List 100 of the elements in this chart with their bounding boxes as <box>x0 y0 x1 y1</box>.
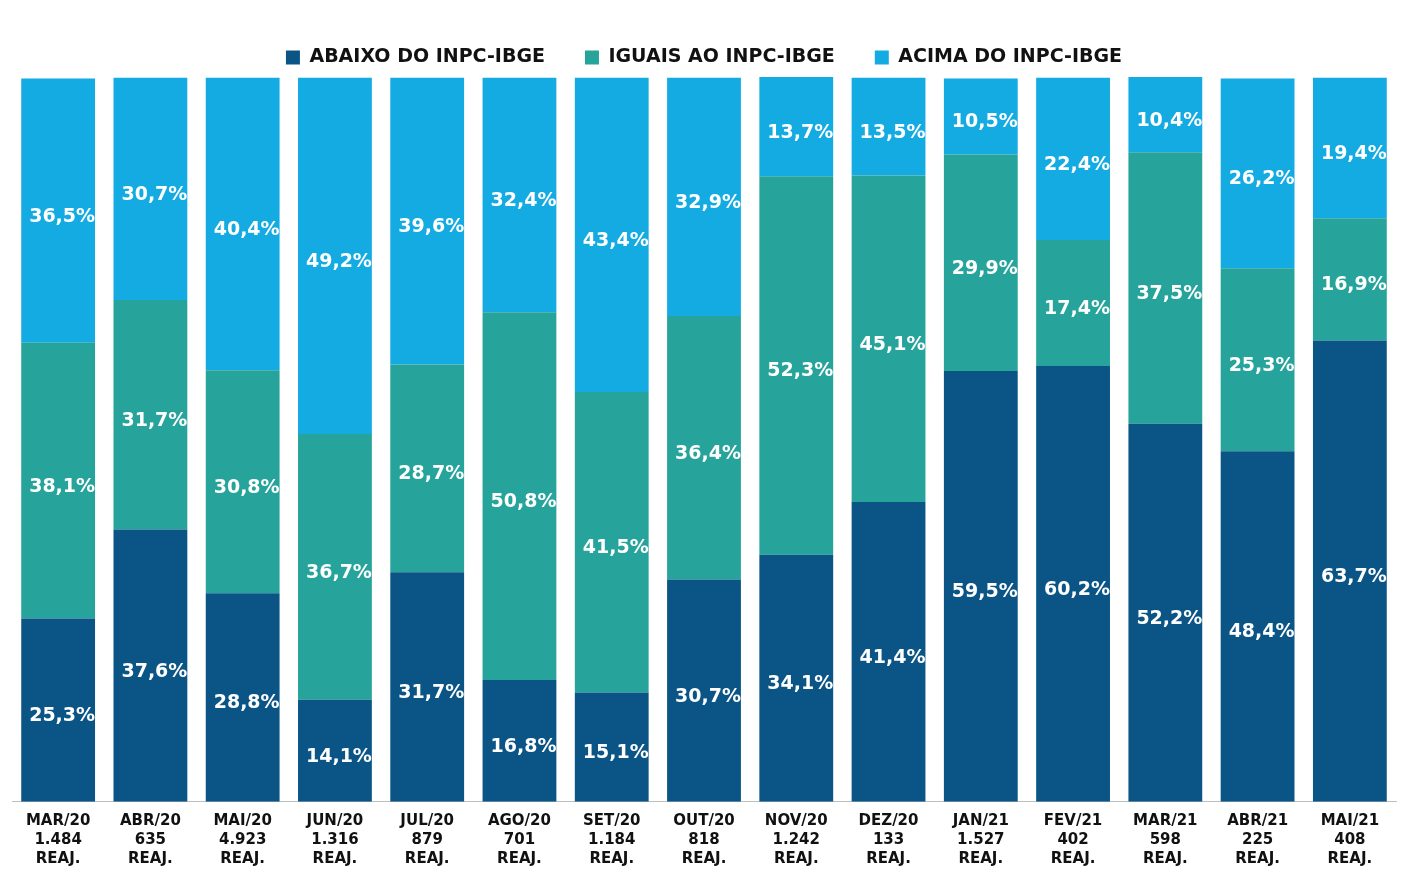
legend-label: ACIMA DO INPC-IBGE <box>898 44 1123 67</box>
bar <box>851 502 926 802</box>
bar <box>205 593 280 802</box>
bar <box>390 77 465 365</box>
x-tick-label: JUN/20 1.316 REAJ. <box>305 811 364 867</box>
bar <box>21 618 96 802</box>
data-label: 43,4% <box>582 227 649 250</box>
bar <box>759 77 834 177</box>
data-label: 14,1% <box>305 743 372 766</box>
x-tick-label: MAI/21 408 REAJ. <box>1320 811 1380 867</box>
bar <box>390 572 465 802</box>
bar <box>759 554 834 802</box>
bar <box>1128 423 1203 802</box>
data-label: 40,4% <box>213 216 280 239</box>
bar <box>1312 340 1387 802</box>
data-label: 26,2% <box>1228 166 1295 189</box>
data-label: 37,6% <box>121 658 188 681</box>
bar <box>574 391 649 693</box>
data-label: 30,7% <box>675 683 741 706</box>
data-label: 63,7% <box>1320 564 1387 587</box>
x-tick-label: FEV/21 402 REAJ. <box>1043 811 1103 867</box>
bar <box>574 692 649 802</box>
bar <box>1220 268 1295 452</box>
bar <box>943 78 1018 155</box>
data-label: 10,4% <box>1136 107 1203 130</box>
bar <box>574 77 649 392</box>
data-label: 31,7% <box>398 679 465 702</box>
bar <box>1220 78 1295 269</box>
bar <box>1220 451 1295 802</box>
data-label: 16,9% <box>1320 272 1387 295</box>
x-tick-label: ABR/20 635 REAJ. <box>119 811 181 867</box>
x-tick-label: ABR/21 225 REAJ. <box>1227 811 1289 867</box>
data-label: 31,7% <box>121 407 188 430</box>
data-label: 48,4% <box>1228 619 1295 642</box>
bar <box>298 699 372 802</box>
bar <box>298 433 372 700</box>
data-label: 59,5% <box>951 579 1018 602</box>
data-label: 22,4% <box>1044 151 1111 174</box>
bar <box>1312 218 1387 341</box>
bar <box>851 175 926 502</box>
x-tick-label: DEZ/20 133 REAJ. <box>858 811 919 867</box>
bar <box>667 579 741 802</box>
data-label: 29,9% <box>951 255 1018 278</box>
data-label: 28,8% <box>213 690 280 713</box>
data-label: 13,7% <box>767 119 834 142</box>
bar <box>113 300 188 530</box>
data-label: 37,5% <box>1136 280 1203 303</box>
data-label: 25,3% <box>29 703 96 726</box>
bar <box>1312 77 1387 219</box>
legend-label: IGUAIS AO INPC-IBGE <box>608 44 835 67</box>
bar <box>667 315 741 580</box>
data-label: 25,3% <box>1228 352 1295 375</box>
x-tick-label: SET/20 1.184 REAJ. <box>582 811 641 867</box>
data-label: 52,2% <box>1136 605 1203 628</box>
data-label: 41,5% <box>582 535 649 558</box>
data-label: 49,2% <box>305 248 372 271</box>
x-tick-label: OUT/20 818 REAJ. <box>673 811 735 867</box>
data-label: 32,4% <box>490 187 557 210</box>
bar <box>1128 152 1203 424</box>
bar <box>113 529 188 802</box>
data-label: 28,7% <box>398 461 465 484</box>
bar <box>390 364 465 573</box>
data-label: 60,2% <box>1044 576 1111 599</box>
legend-label: ABAIXO DO INPC-IBGE <box>309 44 545 67</box>
bar <box>482 680 557 802</box>
x-tick-label: AGO/20 701 REAJ. <box>487 811 551 867</box>
bar <box>482 77 557 313</box>
bar <box>759 176 834 555</box>
data-label: 38,1% <box>29 473 96 496</box>
bar <box>943 154 1018 371</box>
data-label: 45,1% <box>859 331 926 354</box>
data-label: 52,3% <box>767 358 834 381</box>
data-label: 30,7% <box>121 181 188 204</box>
data-label: 50,8% <box>490 489 557 512</box>
data-label: 15,1% <box>582 740 649 763</box>
bar <box>113 77 188 300</box>
data-label: 19,4% <box>1320 140 1387 163</box>
data-label: 36,7% <box>305 559 372 582</box>
x-tick-label: MAR/21 598 REAJ. <box>1133 811 1198 867</box>
bar <box>205 77 280 371</box>
x-tick-label: MAR/20 1.484 REAJ. <box>25 811 91 867</box>
bar <box>943 370 1018 802</box>
x-tick-label: JUL/20 879 REAJ. <box>399 811 455 867</box>
data-label: 17,4% <box>1044 295 1111 318</box>
x-tick-label: MAI/20 4.923 REAJ. <box>213 811 272 867</box>
bar <box>1128 77 1203 153</box>
data-label: 36,5% <box>29 203 96 226</box>
data-label: 32,9% <box>675 189 741 212</box>
bar <box>205 370 280 594</box>
data-label: 30,8% <box>213 474 280 497</box>
data-label: 10,5% <box>951 109 1018 132</box>
bar <box>1036 77 1110 240</box>
data-label: 16,8% <box>490 733 557 756</box>
bar <box>482 312 557 681</box>
data-label: 34,1% <box>767 671 834 694</box>
data-label: 36,4% <box>675 440 741 463</box>
bar <box>21 78 96 343</box>
data-label: 39,6% <box>398 214 465 237</box>
bar <box>1036 365 1110 802</box>
x-tick-label: NOV/20 1.242 REAJ. <box>764 811 828 867</box>
